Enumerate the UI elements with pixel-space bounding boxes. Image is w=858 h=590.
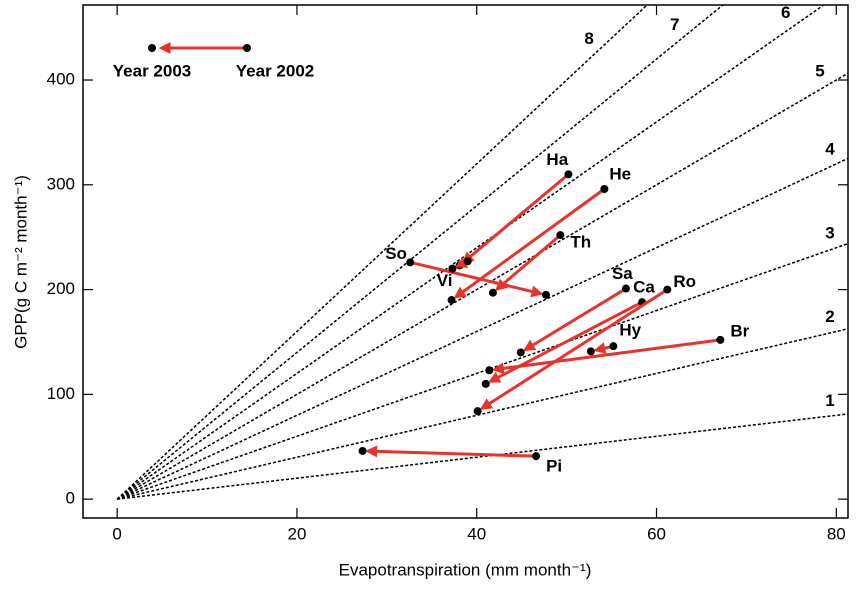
legend-point xyxy=(148,44,156,52)
site-label: Pi xyxy=(546,457,562,476)
point-2002 xyxy=(556,231,565,240)
x-tick-label: 60 xyxy=(647,524,666,543)
point-2003 xyxy=(447,296,456,305)
point-2003 xyxy=(586,347,595,356)
point-2003 xyxy=(516,348,525,357)
x-tick-label: 80 xyxy=(827,524,846,543)
change-arrow xyxy=(491,338,721,375)
point-2002 xyxy=(532,452,541,461)
ratio-line xyxy=(116,72,849,500)
ratio-line xyxy=(116,328,849,500)
point-2002 xyxy=(463,257,472,266)
site-label: Ha xyxy=(546,150,568,169)
ratio-label: 2 xyxy=(825,307,834,326)
change-arrow xyxy=(461,173,570,264)
point-2002 xyxy=(564,170,573,179)
x-tick-label: 0 xyxy=(112,524,121,543)
legend-point xyxy=(243,44,251,52)
point-2003 xyxy=(488,288,497,297)
ratio-label: 7 xyxy=(670,15,679,34)
point-2002 xyxy=(609,342,618,351)
ratio-label: 3 xyxy=(825,223,834,242)
change-arrow xyxy=(409,260,544,298)
point-2003 xyxy=(485,366,494,375)
plot-frame xyxy=(82,4,849,519)
point-2002 xyxy=(621,284,630,293)
ratio-line xyxy=(116,157,849,500)
point-2002 xyxy=(663,285,672,294)
ratio-label: 4 xyxy=(825,139,835,158)
ratio-line xyxy=(116,4,724,500)
y-tick-label: 400 xyxy=(47,70,75,89)
x-tick-label: 40 xyxy=(467,524,486,543)
y-tick-label: 0 xyxy=(66,489,75,508)
y-tick-label: 300 xyxy=(47,174,75,193)
ratio-line xyxy=(116,4,825,500)
y-axis-title: GPP(g C m⁻² month⁻¹) xyxy=(11,175,30,349)
legend-label: Year 2003 xyxy=(113,61,191,80)
y-tick-label: 100 xyxy=(47,384,75,403)
ratio-line xyxy=(116,4,648,500)
site-label: Th xyxy=(570,233,591,252)
site-label: Ca xyxy=(633,278,655,297)
point-2003 xyxy=(448,264,457,273)
site-label: Vi xyxy=(437,271,453,290)
x-axis-title: Evapotranspiration (mm month⁻¹) xyxy=(339,560,592,579)
ratio-label: 5 xyxy=(815,62,824,81)
site-label: Sa xyxy=(612,264,633,283)
ratio-label: 8 xyxy=(584,29,593,48)
point-2003 xyxy=(541,290,550,299)
ratio-line xyxy=(117,413,849,500)
change-arrow xyxy=(523,287,627,352)
site-label: So xyxy=(385,244,407,263)
change-arrow xyxy=(479,288,669,410)
point-2003 xyxy=(358,446,367,455)
y-tick-label: 200 xyxy=(47,279,75,298)
point-2002 xyxy=(406,258,415,267)
x-tick-label: 20 xyxy=(287,524,306,543)
site-label: Hy xyxy=(619,321,641,340)
point-2003 xyxy=(473,407,482,416)
point-2002 xyxy=(716,335,725,344)
ratio-line xyxy=(116,242,849,500)
legend-label: Year 2002 xyxy=(236,61,314,80)
change-arrow xyxy=(365,445,537,458)
site-label: Ro xyxy=(673,272,696,291)
ratio-label: 1 xyxy=(825,391,834,410)
point-2003 xyxy=(481,379,490,388)
site-label: Br xyxy=(730,321,749,340)
ratio-label: 6 xyxy=(781,3,790,22)
site-label: He xyxy=(609,164,631,183)
point-2002 xyxy=(600,184,609,193)
change-arrow xyxy=(494,233,562,292)
